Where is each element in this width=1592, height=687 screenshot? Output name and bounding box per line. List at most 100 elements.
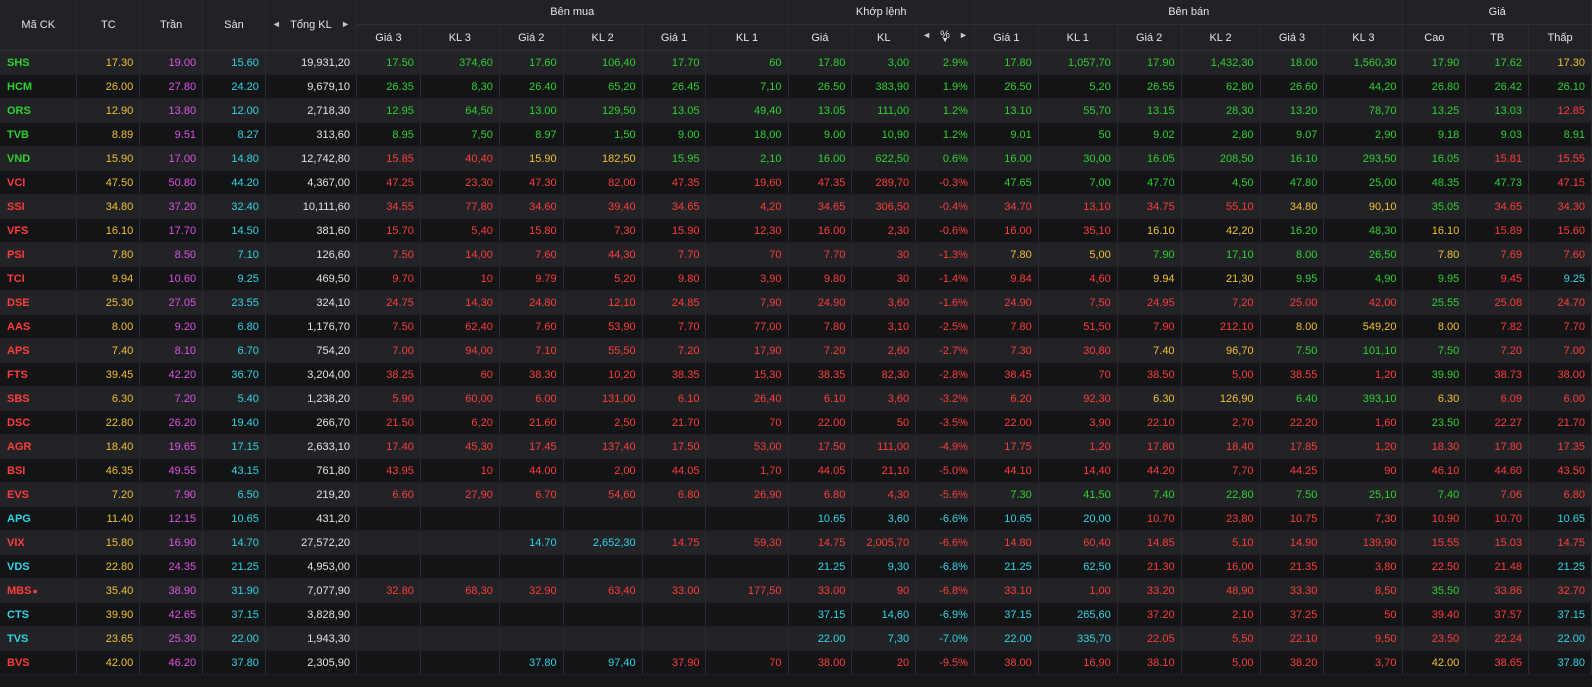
cell-buy-price-2: 6.70 xyxy=(499,482,564,507)
table-row[interactable]: BSI 46.35 49.55 43.15 761,80 43.95 10 44.00 2,00… xyxy=(0,458,1592,483)
cell-match-price: 34.65 xyxy=(788,194,853,219)
col-buy-vol-3[interactable]: KL 3 xyxy=(420,24,500,51)
col-total-volume[interactable]: ◄ Tổng KL ► xyxy=(265,0,358,51)
cell-symbol[interactable]: TCI xyxy=(0,266,78,291)
col-match-price[interactable]: Giá xyxy=(788,24,853,51)
col-sell-price-1[interactable]: Giá 1 xyxy=(974,24,1039,51)
table-row[interactable]: TCI 9.94 10.60 9.25 469,50 9.70 10 9.79 5,20 9.80… xyxy=(0,266,1592,291)
col-sell-price-3[interactable]: Giá 3 xyxy=(1260,24,1325,51)
table-row[interactable]: VDS 22.80 24.35 21.25 4,953,00 21.25 9,30 -6.8%… xyxy=(0,554,1592,579)
cell-buy-vol-2: 39,40 xyxy=(563,194,643,219)
cell-avg: 15.81 xyxy=(1465,146,1530,171)
col-low[interactable]: Thấp xyxy=(1528,24,1592,51)
cell-buy-price-2: 37.80 xyxy=(499,650,564,675)
cell-symbol[interactable]: SSI xyxy=(0,194,78,219)
col-change-percent[interactable]: ◄ % ▼ ► xyxy=(915,24,975,51)
table-row[interactable]: AGR 18.40 19.65 17.15 2,633,10 17.40 45,30 17.4… xyxy=(0,434,1592,459)
col-floor[interactable]: Sàn xyxy=(202,0,266,51)
col-ref[interactable]: TC xyxy=(76,0,141,51)
cell-symbol[interactable]: AGR xyxy=(0,434,78,459)
cell-symbol[interactable]: DSC xyxy=(0,410,78,435)
cell-buy-vol-3: 27,90 xyxy=(420,482,500,507)
cell-sell-price-2: 16.10 xyxy=(1117,218,1182,243)
cell-symbol[interactable]: VND xyxy=(0,146,78,171)
col-buy-price-2[interactable]: Giá 2 xyxy=(499,24,564,51)
symbol-label: DSC xyxy=(7,416,31,429)
cell-buy-vol-3: 68,30 xyxy=(420,578,500,603)
cell-symbol[interactable]: APG xyxy=(0,506,78,531)
table-row[interactable]: FTS 39.45 42.20 36.70 3,204,00 38.25 60 38.30 10… xyxy=(0,362,1592,387)
cell-sell-price-1: 7.80 xyxy=(974,242,1039,267)
col-sell-price-2[interactable]: Giá 2 xyxy=(1117,24,1182,51)
col-match-vol[interactable]: KL xyxy=(851,24,917,51)
cell-total-volume: 3,828,90 xyxy=(265,602,358,627)
cell-buy-vol-1: 17,90 xyxy=(705,338,789,363)
table-row[interactable]: CTS 39.90 42.65 37.15 3,828,90 37.15 14,60 -6.9… xyxy=(0,602,1592,627)
table-row[interactable]: SSI 34.80 37.20 32.40 10,111,60 34.55 77,80 34.… xyxy=(0,194,1592,219)
table-row[interactable]: APG 11.40 12.15 10.65 431,20 10.65 3,60 -6.6% 10… xyxy=(0,506,1592,531)
table-row[interactable]: MBS● 35.40 38.90 31.90 7,077,90 32.80 68,30 32.… xyxy=(0,578,1592,603)
cell-sell-price-2: 17.90 xyxy=(1117,50,1182,75)
cell-match-price: 16.00 xyxy=(788,146,853,171)
cell-total-volume: 4,953,00 xyxy=(265,554,358,579)
col-symbol[interactable]: Mã CK xyxy=(0,0,78,51)
cell-sell-vol-1: 92,30 xyxy=(1038,386,1118,411)
table-row[interactable]: DSE 25.30 27.05 23.55 324,10 24.75 14,30 24.80 1… xyxy=(0,290,1592,315)
scroll-left-icon[interactable]: ◄ xyxy=(271,19,281,29)
toggle-right-icon[interactable]: ► xyxy=(959,30,968,40)
cell-symbol[interactable]: SHS xyxy=(0,50,78,75)
table-row[interactable]: SBS 6.30 7.20 5.40 1,238,20 5.90 60,00 6.00 131,… xyxy=(0,386,1592,411)
table-row[interactable]: VFS 16.10 17.70 14.50 381,60 15.70 5,40 15.80 7,… xyxy=(0,218,1592,243)
table-row[interactable]: VIX 15.80 16.90 14.70 27,572,20 14.70 2,652,30… xyxy=(0,530,1592,555)
col-avg[interactable]: TB xyxy=(1465,24,1530,51)
table-row[interactable]: APS 7.40 8.10 6.70 754,20 7.00 94,00 7.10 55,50 7… xyxy=(0,338,1592,363)
cell-symbol[interactable]: ORS xyxy=(0,98,78,123)
table-row[interactable]: DSC 22.80 26.20 19.40 266,70 21.50 6,20 21.60 2,… xyxy=(0,410,1592,435)
cell-symbol[interactable]: HCM xyxy=(0,74,78,99)
cell-symbol[interactable]: VFS xyxy=(0,218,78,243)
sort-desc-icon[interactable]: ▼ xyxy=(941,37,949,44)
table-row[interactable]: TVS 23.65 25.30 22.00 1,943,30 22.00 7,30 -7.0%… xyxy=(0,626,1592,651)
cell-symbol[interactable]: FTS xyxy=(0,362,78,387)
table-row[interactable]: EVS 7.20 7.90 6.50 219,20 6.60 27,90 6.70 54,60 6… xyxy=(0,482,1592,507)
cell-sell-price-2: 9.94 xyxy=(1117,266,1182,291)
col-high[interactable]: Cao xyxy=(1402,24,1467,51)
table-row[interactable]: TVB 8.89 9.51 8.27 313,60 8.95 7,50 8.97 1,50 9.0… xyxy=(0,122,1592,147)
cell-symbol[interactable]: MBS● xyxy=(0,578,78,603)
cell-sell-vol-1: 13,10 xyxy=(1038,194,1118,219)
table-row[interactable]: BVS 42.00 46.20 37.80 2,305,90 37.80 97,40 37.9… xyxy=(0,650,1592,675)
cell-symbol[interactable]: BVS xyxy=(0,650,78,675)
table-row[interactable]: HCM 26.00 27.80 24.20 9,679,10 26.35 8,30 26.40… xyxy=(0,74,1592,99)
toggle-left-icon[interactable]: ◄ xyxy=(922,30,932,40)
cell-symbol[interactable]: EVS xyxy=(0,482,78,507)
col-sell-vol-3[interactable]: KL 3 xyxy=(1323,24,1404,51)
cell-symbol[interactable]: CTS xyxy=(0,602,78,627)
col-buy-vol-1[interactable]: KL 1 xyxy=(705,24,789,51)
col-buy-price-1[interactable]: Giá 1 xyxy=(642,24,707,51)
table-row[interactable]: VND 15.90 17.00 14.80 12,742,80 15.85 40,40 15.… xyxy=(0,146,1592,171)
cell-symbol[interactable]: SBS xyxy=(0,386,78,411)
cell-symbol[interactable]: VCI xyxy=(0,170,78,195)
col-buy-price-3[interactable]: Giá 3 xyxy=(356,24,421,51)
table-row[interactable]: VCI 47.50 50.80 44.20 4,367,00 47.25 23,30 47.3… xyxy=(0,170,1592,195)
cell-symbol[interactable]: PSI xyxy=(0,242,78,267)
col-sell-vol-1[interactable]: KL 1 xyxy=(1038,24,1118,51)
col-buy-vol-2[interactable]: KL 2 xyxy=(563,24,643,51)
cell-symbol[interactable]: APS xyxy=(0,338,78,363)
table-row[interactable]: PSI 7.80 8.50 7.10 126,60 7.50 14,00 7.60 44,30 7… xyxy=(0,242,1592,267)
scroll-right-icon[interactable]: ► xyxy=(341,19,351,29)
cell-match-vol: 30 xyxy=(851,242,917,267)
cell-ref: 9.94 xyxy=(76,266,141,291)
col-sell-vol-2[interactable]: KL 2 xyxy=(1181,24,1261,51)
cell-symbol[interactable]: VIX xyxy=(0,530,78,555)
col-ceil[interactable]: Trần xyxy=(139,0,204,51)
cell-symbol[interactable]: AAS xyxy=(0,314,78,339)
table-row[interactable]: ORS 12.90 13.80 12.00 2,718,30 12.95 64,50 13.0… xyxy=(0,98,1592,123)
cell-symbol[interactable]: VDS xyxy=(0,554,78,579)
cell-symbol[interactable]: TVB xyxy=(0,122,78,147)
table-row[interactable]: AAS 8.00 9.20 6.80 1,176,70 7.50 62,40 7.60 53,9… xyxy=(0,314,1592,339)
cell-symbol[interactable]: BSI xyxy=(0,458,78,483)
cell-symbol[interactable]: DSE xyxy=(0,290,78,315)
cell-symbol[interactable]: TVS xyxy=(0,626,78,651)
table-row[interactable]: SHS 17.30 19.00 15.60 19,931,20 17.50 374,60 17… xyxy=(0,50,1592,75)
